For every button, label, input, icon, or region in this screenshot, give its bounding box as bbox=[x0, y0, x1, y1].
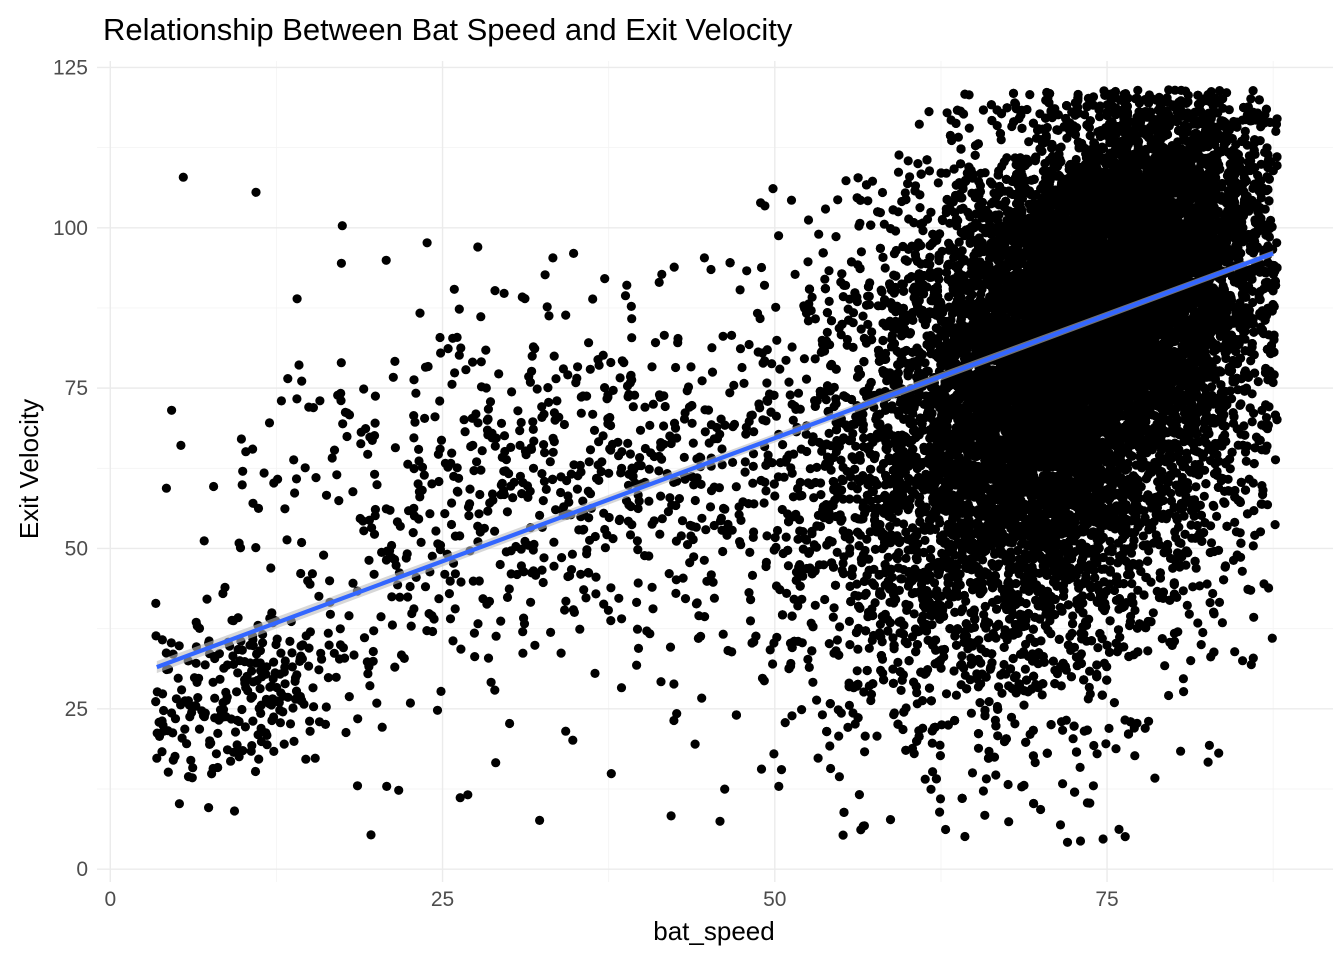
data-point bbox=[731, 482, 741, 492]
scatter-points bbox=[151, 85, 1282, 847]
data-point bbox=[1157, 634, 1167, 644]
data-point bbox=[808, 677, 818, 687]
data-point bbox=[780, 718, 790, 728]
data-point bbox=[924, 166, 935, 176]
data-point bbox=[926, 784, 936, 794]
data-point bbox=[920, 535, 930, 546]
data-point bbox=[1138, 531, 1148, 541]
data-point bbox=[816, 490, 826, 500]
data-point bbox=[891, 245, 901, 256]
data-point bbox=[999, 659, 1009, 670]
data-point bbox=[1105, 536, 1115, 547]
data-point bbox=[1191, 482, 1201, 492]
data-point bbox=[951, 690, 962, 700]
data-point bbox=[875, 619, 886, 629]
data-point bbox=[1215, 86, 1225, 96]
data-point bbox=[914, 119, 924, 129]
data-point bbox=[903, 156, 913, 166]
data-point bbox=[1246, 94, 1256, 104]
data-point bbox=[935, 794, 946, 804]
data-point bbox=[820, 594, 830, 605]
data-point bbox=[953, 132, 964, 142]
